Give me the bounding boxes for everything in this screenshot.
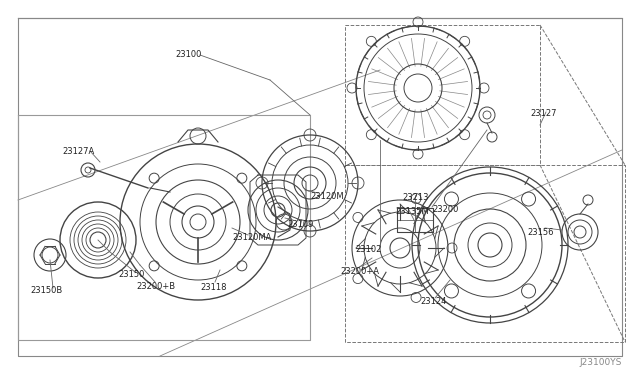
Text: 23120MA: 23120MA [232, 233, 271, 242]
Text: 23118: 23118 [200, 283, 227, 292]
Text: 23127: 23127 [530, 109, 557, 118]
Text: 23127A: 23127A [62, 147, 94, 156]
Text: 23150B: 23150B [30, 286, 62, 295]
Text: 23150: 23150 [118, 270, 145, 279]
Text: J23100YS: J23100YS [580, 358, 622, 367]
Text: 23200+B: 23200+B [136, 282, 175, 291]
Text: 23156: 23156 [527, 228, 554, 237]
Text: 23124: 23124 [420, 297, 446, 306]
Text: 23200: 23200 [432, 205, 458, 214]
Text: 23120M: 23120M [310, 192, 344, 201]
Text: 23200+A: 23200+A [340, 267, 379, 276]
Text: 23109: 23109 [287, 220, 314, 229]
Text: 23100: 23100 [175, 50, 202, 59]
Text: 23213: 23213 [402, 193, 429, 202]
Text: 23102: 23102 [355, 245, 381, 254]
Text: 23135M: 23135M [395, 207, 429, 216]
